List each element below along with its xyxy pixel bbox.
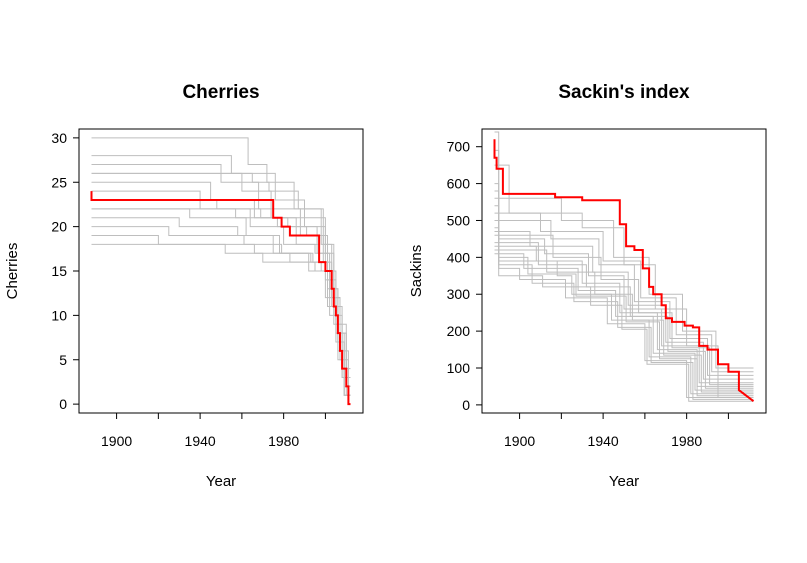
cherries-background-line-12 (91, 172, 351, 378)
cherries-y-tick-label-20: 20 (51, 219, 67, 235)
cherries-x-tick-label-1980: 1980 (268, 433, 299, 449)
sackins-background-line-13 (494, 205, 754, 389)
sackins-background-line-15 (494, 231, 754, 397)
sackins-background-line-4 (494, 183, 754, 376)
sackins-y-axis-label: Sackins (408, 245, 425, 298)
sackins-background-line-5 (494, 197, 754, 380)
cherries-series (90, 137, 351, 406)
cherries-observed-line (90, 191, 351, 406)
sackins-background-line-9 (494, 245, 754, 395)
cherries-y-tick-label-5: 5 (59, 352, 67, 368)
sackins-plot-box (481, 128, 767, 414)
sackins-background-line-14 (494, 190, 754, 386)
sackins-y-tick-label-600: 600 (447, 176, 471, 192)
sackins-background-line-7 (494, 227, 754, 387)
sackins-y-tick-label-300: 300 (447, 286, 471, 302)
sackins-y-tick-label-100: 100 (447, 360, 471, 376)
sackins-background-line-11 (494, 242, 754, 400)
cherries-x-tick-label-1940: 1940 (185, 433, 216, 449)
sackins-x-tick-label-1980: 1980 (671, 433, 702, 449)
sackins-background-line-12 (494, 220, 754, 393)
sackins-x-tick-label-1940: 1940 (588, 433, 619, 449)
cherries-x-axis-label: Year (206, 473, 236, 490)
cherries-y-tick-label-25: 25 (51, 174, 67, 190)
cherries-x-tick-label-1900: 1900 (101, 433, 132, 449)
cherries-y-axis-label: Cherries (4, 243, 21, 300)
sackins-y-tick-label-700: 700 (447, 139, 471, 155)
sackins-x-tick-label-1900: 1900 (504, 433, 535, 449)
cherries-y-tick-label-15: 15 (51, 263, 67, 279)
sackins-series (493, 131, 755, 402)
sackins-x-axis-label: Year (609, 473, 639, 490)
cherries-background-line-11 (91, 243, 351, 387)
cherries-title: Cherries (182, 82, 259, 103)
sackins-background-line-8 (494, 234, 754, 391)
sackins-background-line-6 (494, 212, 754, 384)
sackins-y-tick-label-500: 500 (447, 212, 471, 228)
sackins-background-line-3 (494, 164, 754, 373)
cherries-y-tick-label-30: 30 (51, 130, 67, 146)
cherries-panel: Cherries Year Cherries 1900 1940 1980 0 5 10 1… (4, 82, 364, 490)
sackins-y-tick-label-200: 200 (447, 323, 471, 339)
cherries-y-tick-label-10: 10 (51, 307, 67, 323)
sackins-y-tick-label-0: 0 (462, 397, 470, 413)
sackins-panel: Sackin's index Year Sackins 1900 1940 1980… (408, 82, 767, 490)
cherries-plot-box (78, 128, 364, 414)
sackins-background-line-10 (494, 253, 754, 398)
sackins-y-tick-label-400: 400 (447, 249, 471, 265)
sackins-background-line-16 (494, 249, 754, 402)
cherries-y-tick-label-0: 0 (59, 396, 67, 412)
sackins-observed-line (493, 139, 755, 402)
sackins-title: Sackin's index (558, 82, 690, 103)
sackins-background-line-2 (494, 149, 754, 369)
